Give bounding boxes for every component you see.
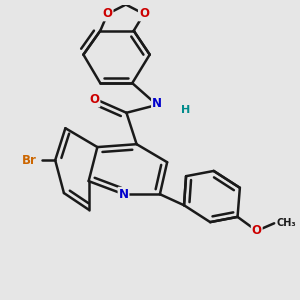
Text: O: O	[139, 8, 149, 20]
Text: Br: Br	[22, 154, 37, 167]
Text: CH₃: CH₃	[277, 218, 296, 228]
Text: O: O	[103, 8, 112, 20]
Text: O: O	[252, 224, 262, 237]
Text: N: N	[118, 188, 128, 201]
Text: H: H	[182, 105, 191, 115]
Text: N: N	[152, 97, 162, 110]
Text: O: O	[89, 94, 100, 106]
